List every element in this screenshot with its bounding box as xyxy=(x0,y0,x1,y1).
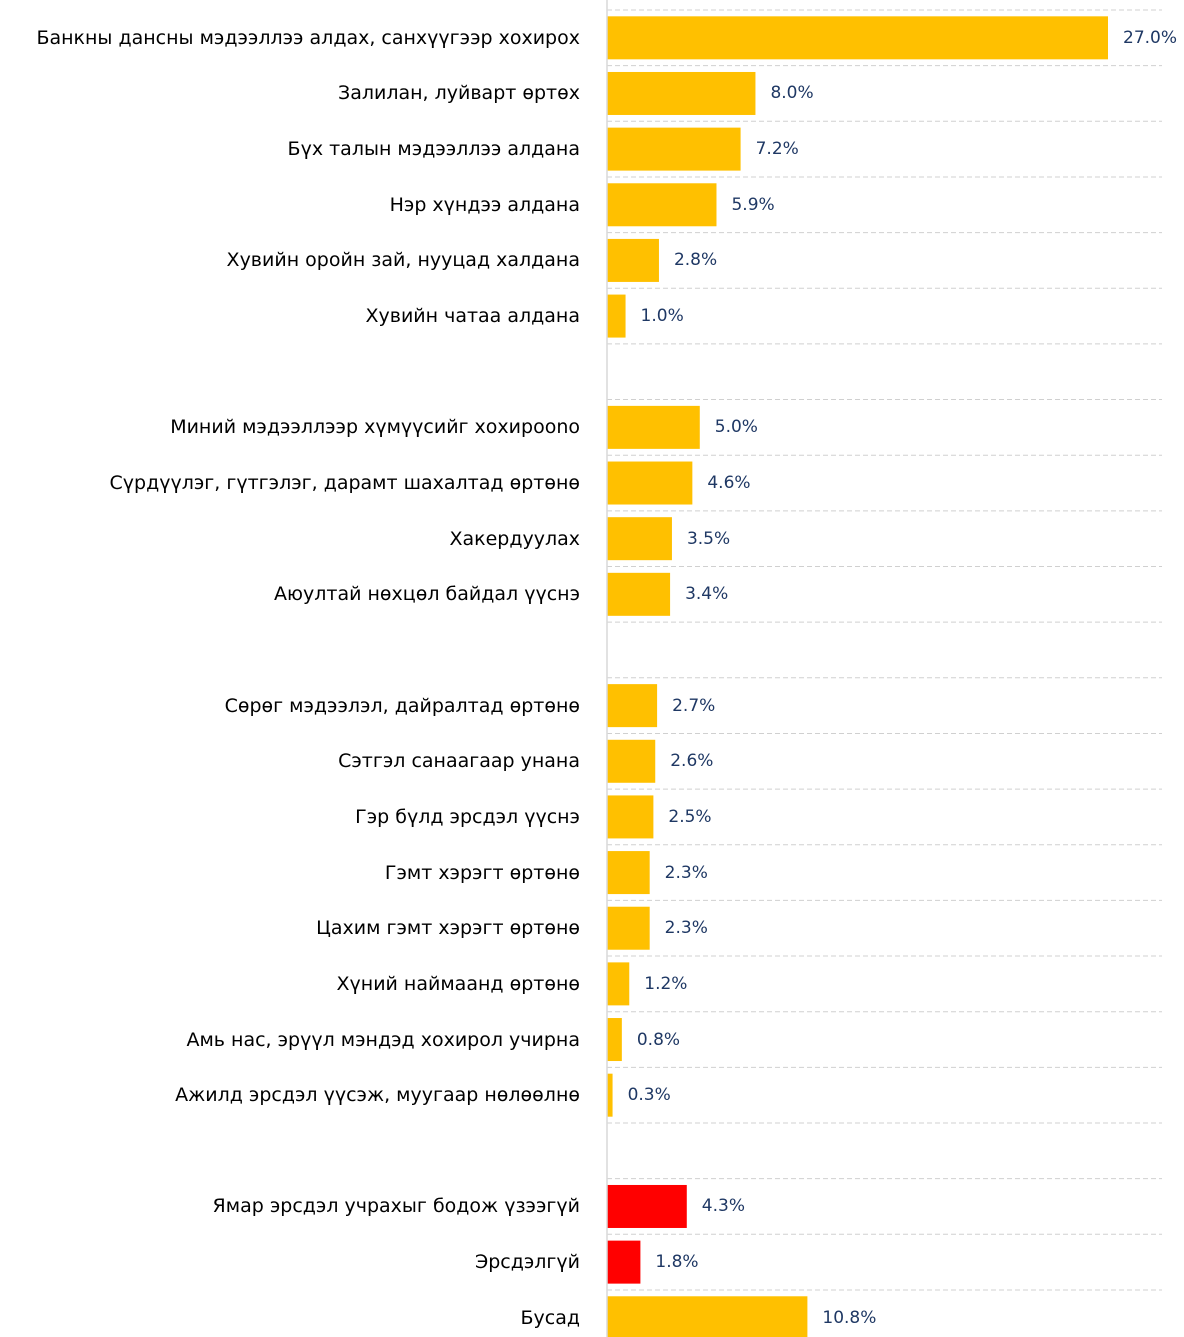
bar xyxy=(607,851,650,895)
bar xyxy=(607,294,626,338)
bar xyxy=(607,461,693,505)
category-label: Сүрдүүлэг, гүтгэлэг, дарамт шахалтад өрт… xyxy=(109,472,580,495)
category-label: Бусад xyxy=(520,1306,580,1329)
value-label: 2.8% xyxy=(673,250,718,271)
bar xyxy=(607,795,654,839)
bar xyxy=(607,517,672,561)
bar xyxy=(607,405,700,449)
value-label: 0.8% xyxy=(636,1029,681,1050)
category-label: Хувийн чатаа алдана xyxy=(365,305,580,328)
category-label: Эрсдэлгүй xyxy=(474,1251,580,1274)
value-label: 2.7% xyxy=(672,695,716,716)
category-label: Миний мэдээллээр хүмүүсийг хохироono xyxy=(170,416,580,439)
value-label: 5.0% xyxy=(714,417,758,438)
value-label: 3.5% xyxy=(686,528,731,549)
value-label: 1.8% xyxy=(655,1252,699,1273)
value-label: 0.3% xyxy=(627,1085,671,1106)
bar xyxy=(607,906,650,950)
category-label: Банкны дансны мэдээллээ алдах, санхүүгээ… xyxy=(36,26,580,49)
bar xyxy=(607,1184,687,1228)
category-label: Цахим гэмт хэрэгт өртөнө xyxy=(316,917,580,940)
category-label: Ажилд эрсдэл үүсэж, муугаар нөлөөлнө xyxy=(175,1084,580,1107)
category-label: Залилан, луйварт өртөх xyxy=(338,82,580,105)
value-label: 8.0% xyxy=(770,83,814,104)
value-label: 27.0% xyxy=(1123,27,1178,48)
bar xyxy=(607,183,717,227)
category-label: Гэмт хэрэгт өртөнө xyxy=(384,861,580,884)
category-label: Хакердуулах xyxy=(449,527,580,550)
category-label: Сэтгэл санаагаар унана xyxy=(338,750,580,773)
category-label: Сөрөг мэдээлэл, дайралтад өртөнө xyxy=(224,694,580,717)
bar xyxy=(607,1240,641,1284)
value-label: 1.2% xyxy=(644,973,688,994)
value-label: 4.3% xyxy=(701,1196,745,1217)
value-label: 7.2% xyxy=(755,139,799,160)
bar xyxy=(607,71,756,115)
value-label: 3.4% xyxy=(685,584,729,605)
value-label: 2.3% xyxy=(664,862,708,883)
bar xyxy=(607,16,1108,60)
bar xyxy=(607,1018,622,1062)
category-label: Амь нас, эрүүл мэндэд хохирол учирна xyxy=(186,1028,580,1051)
value-label: 1.0% xyxy=(640,306,684,327)
category-label: Хүний наймаанд өртөнө xyxy=(336,972,580,995)
category-label: Хувийн оройн зай, нууцад халдана xyxy=(226,249,580,272)
value-label: 2.3% xyxy=(664,918,708,939)
bar xyxy=(607,238,659,282)
value-label: 10.8% xyxy=(822,1307,877,1328)
bar xyxy=(607,962,630,1006)
category-label: Аюултай нөхцөл байдал үүснэ xyxy=(274,583,580,606)
bar xyxy=(607,684,658,728)
category-label: Гэр бүлд эрсдэл үүснэ xyxy=(355,805,580,828)
value-label: 5.9% xyxy=(731,194,775,215)
bar xyxy=(607,127,741,171)
category-label: Ямар эрсдэл учрахыг бодож үзээгүй xyxy=(212,1195,580,1218)
category-label: Бүх талын мэдээллээ алдана xyxy=(287,138,580,161)
bar xyxy=(607,739,656,783)
category-label: Нэр хүндээ алдана xyxy=(389,193,580,216)
bar xyxy=(607,1296,808,1337)
value-label: 2.5% xyxy=(668,806,712,827)
value-label: 2.6% xyxy=(670,751,714,772)
bar xyxy=(607,572,671,616)
bar xyxy=(607,1073,613,1117)
value-label: 4.6% xyxy=(707,473,751,494)
